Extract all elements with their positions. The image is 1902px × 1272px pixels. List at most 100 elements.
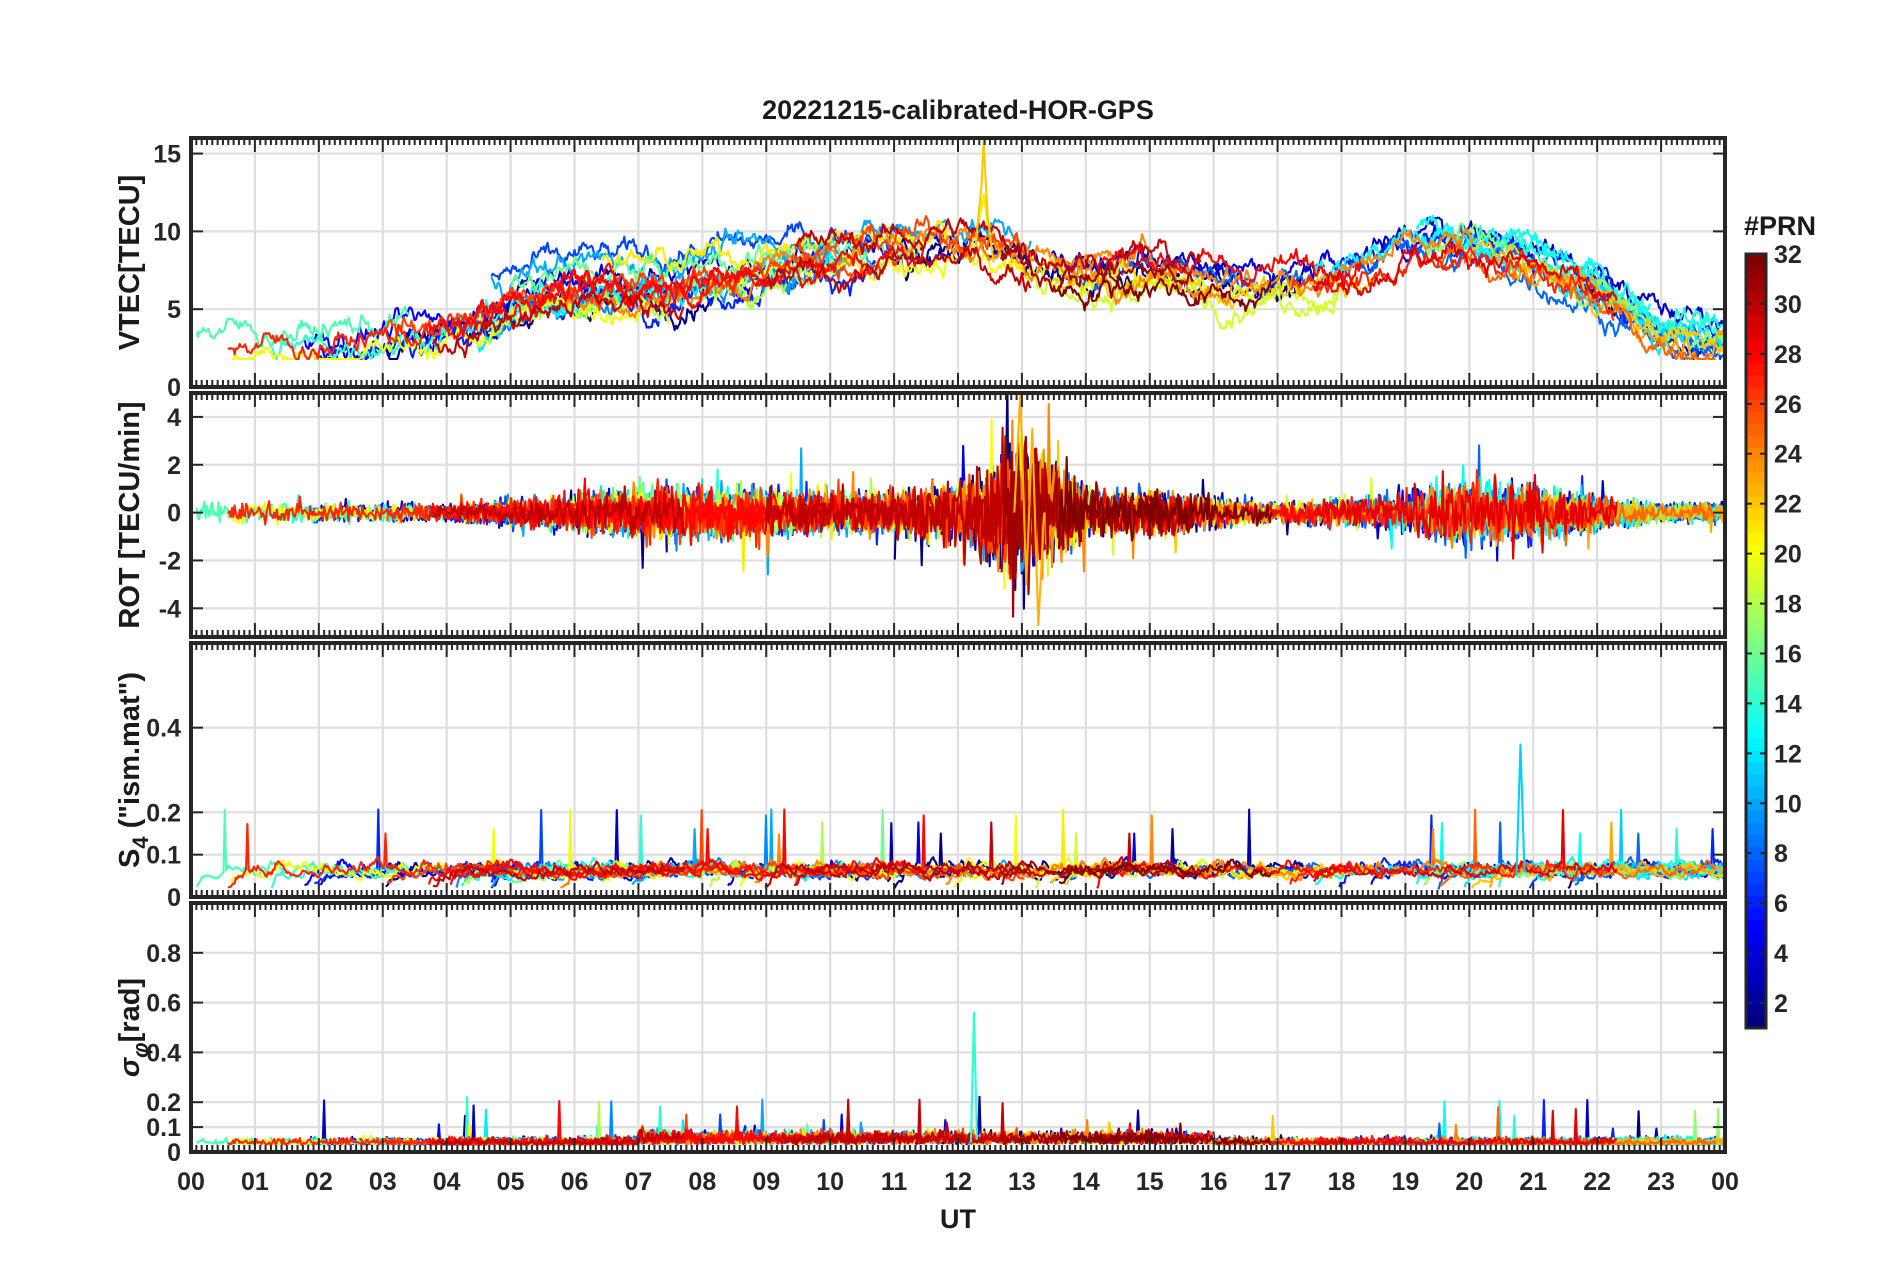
colorbar-step: [1746, 894, 1766, 908]
series-prn-23: [1489, 250, 1725, 361]
x-tick-label: 03: [369, 1168, 397, 1196]
peak-trace: [1013, 393, 1046, 627]
x-tick-label: 02: [305, 1168, 333, 1196]
colorbar-step: [1746, 423, 1766, 437]
colorbar-step: [1746, 931, 1766, 944]
x-tick-label: 08: [688, 1168, 716, 1196]
panel-s4: 00.10.20.4S4 ("ism.mat"): [114, 641, 1727, 912]
colorbar-step: [1746, 834, 1766, 848]
series-prn-13: [1313, 225, 1651, 313]
colorbar-step: [1746, 858, 1766, 872]
y-axis-label: VTEC[TECU]: [114, 175, 146, 351]
colorbar-step: [1746, 689, 1766, 703]
series-prn-16: [510, 238, 915, 292]
colorbar-tick-label: 6: [1774, 890, 1788, 918]
x-tick-label: 18: [1328, 1168, 1356, 1196]
y-axis-label-sub: 4: [128, 836, 153, 849]
y-tick-label: 0.6: [146, 990, 181, 1018]
colorbar-step: [1746, 967, 1766, 981]
x-tick-label: 16: [1200, 1168, 1228, 1196]
colorbar-step: [1746, 641, 1766, 654]
colorbar-step: [1746, 447, 1766, 461]
colorbar-step: [1746, 1015, 1766, 1029]
colorbar-step: [1746, 628, 1766, 642]
series-prn-32: [1057, 278, 1273, 313]
y-tick-label: 0.4: [146, 715, 181, 743]
colorbar-step: [1746, 725, 1766, 739]
colorbar-step: [1746, 278, 1766, 291]
series-prn-30: [431, 485, 685, 536]
series-prn-29: [1312, 1107, 1618, 1146]
x-tick-label: 05: [497, 1168, 525, 1196]
y-tick-label: 15: [153, 141, 181, 169]
colorbar-tick-label: 20: [1774, 541, 1802, 569]
x-tick-label: 10: [816, 1168, 844, 1196]
series-prn-32: [1058, 858, 1273, 885]
colorbar-tick-label: 14: [1774, 690, 1802, 718]
x-axis-label: UT: [940, 1204, 976, 1234]
colorbar-step: [1746, 568, 1766, 582]
colorbar-step: [1746, 338, 1766, 352]
colorbar-frame: [1744, 252, 1768, 1030]
colorbar-step: [1746, 774, 1766, 787]
series-prn-24: [753, 226, 1230, 292]
colorbar-tick-label: 8: [1774, 840, 1788, 868]
colorbar-step: [1746, 266, 1766, 279]
series-prn-29: [1313, 470, 1618, 560]
colorbar-step: [1746, 592, 1766, 606]
colorbar-tick-label: 28: [1774, 341, 1802, 369]
y-tick-label: 0.1: [146, 1114, 181, 1142]
y-axis-label: S4 ("ism.mat"): [114, 672, 153, 868]
series-prn-12: [1463, 241, 1725, 356]
peak-trace: [969, 1011, 979, 1143]
series-prn-28: [427, 808, 825, 885]
colorbar-step: [1746, 979, 1766, 993]
colorbar-step: [1746, 314, 1766, 328]
x-tick-labels: 00 01 02 03 04 05 06 07 08 09 10 11 12 13 14 15 16 17 18 19…: [177, 1168, 1739, 1196]
traces-sigma_phi: [195, 1011, 1725, 1146]
colorbar-step: [1746, 991, 1766, 1005]
y-tick-label: 0: [167, 884, 181, 912]
colorbar-step: [1746, 411, 1766, 424]
y-axis-label-main: S: [114, 849, 146, 868]
x-minor-ticks-vtec: [190, 138, 1726, 387]
colorbar-step: [1746, 943, 1766, 957]
series-prn-30: [432, 1128, 685, 1146]
x-tick-label: 04: [433, 1168, 461, 1196]
x-tick-label: 23: [1647, 1168, 1675, 1196]
x-tick-label: 06: [561, 1168, 589, 1196]
x-tick-label: 09: [752, 1168, 780, 1196]
colorbar-step: [1746, 459, 1766, 473]
colorbar-step: [1746, 483, 1766, 497]
colorbar-tick-label: 12: [1774, 740, 1802, 768]
series-prn-29: [1312, 239, 1618, 302]
x-tick-label: 13: [1008, 1168, 1036, 1196]
colorbar-step: [1746, 290, 1766, 303]
y-axis-label-rest: [rad]: [114, 978, 146, 1042]
traces-s4: [195, 743, 1725, 890]
series-prn-28: [427, 1128, 825, 1146]
colorbar-step: [1746, 435, 1766, 449]
colorbar-tick-label: 30: [1774, 291, 1802, 319]
x-tick-label: 07: [625, 1168, 653, 1196]
series-prn-31: [1000, 435, 1195, 618]
x-minor-ticks-s4: [190, 643, 1726, 897]
y-axis-label: σφ[rad]: [114, 978, 153, 1077]
y-axis-label-sub: φ: [128, 1042, 153, 1057]
y-tick-label: 2: [167, 452, 181, 480]
x-tick-label: 15: [1136, 1168, 1164, 1196]
y-axis-label: ROT [TECU/min]: [114, 401, 146, 628]
colorbar-step: [1746, 254, 1766, 267]
series-prn-30: [432, 860, 685, 888]
y-tick-label: 0.4: [146, 1039, 181, 1067]
series-prn-30: [794, 217, 1202, 282]
grid-s4: [191, 643, 1725, 897]
colorbar-step: [1746, 955, 1766, 969]
colorbar-tick-label: 24: [1774, 441, 1802, 469]
colorbar-step: [1746, 653, 1766, 666]
y-axis-label-rest: ("ism.mat"): [114, 672, 146, 836]
colorbar-step: [1746, 846, 1766, 860]
y-tick-label: 0: [167, 374, 181, 402]
